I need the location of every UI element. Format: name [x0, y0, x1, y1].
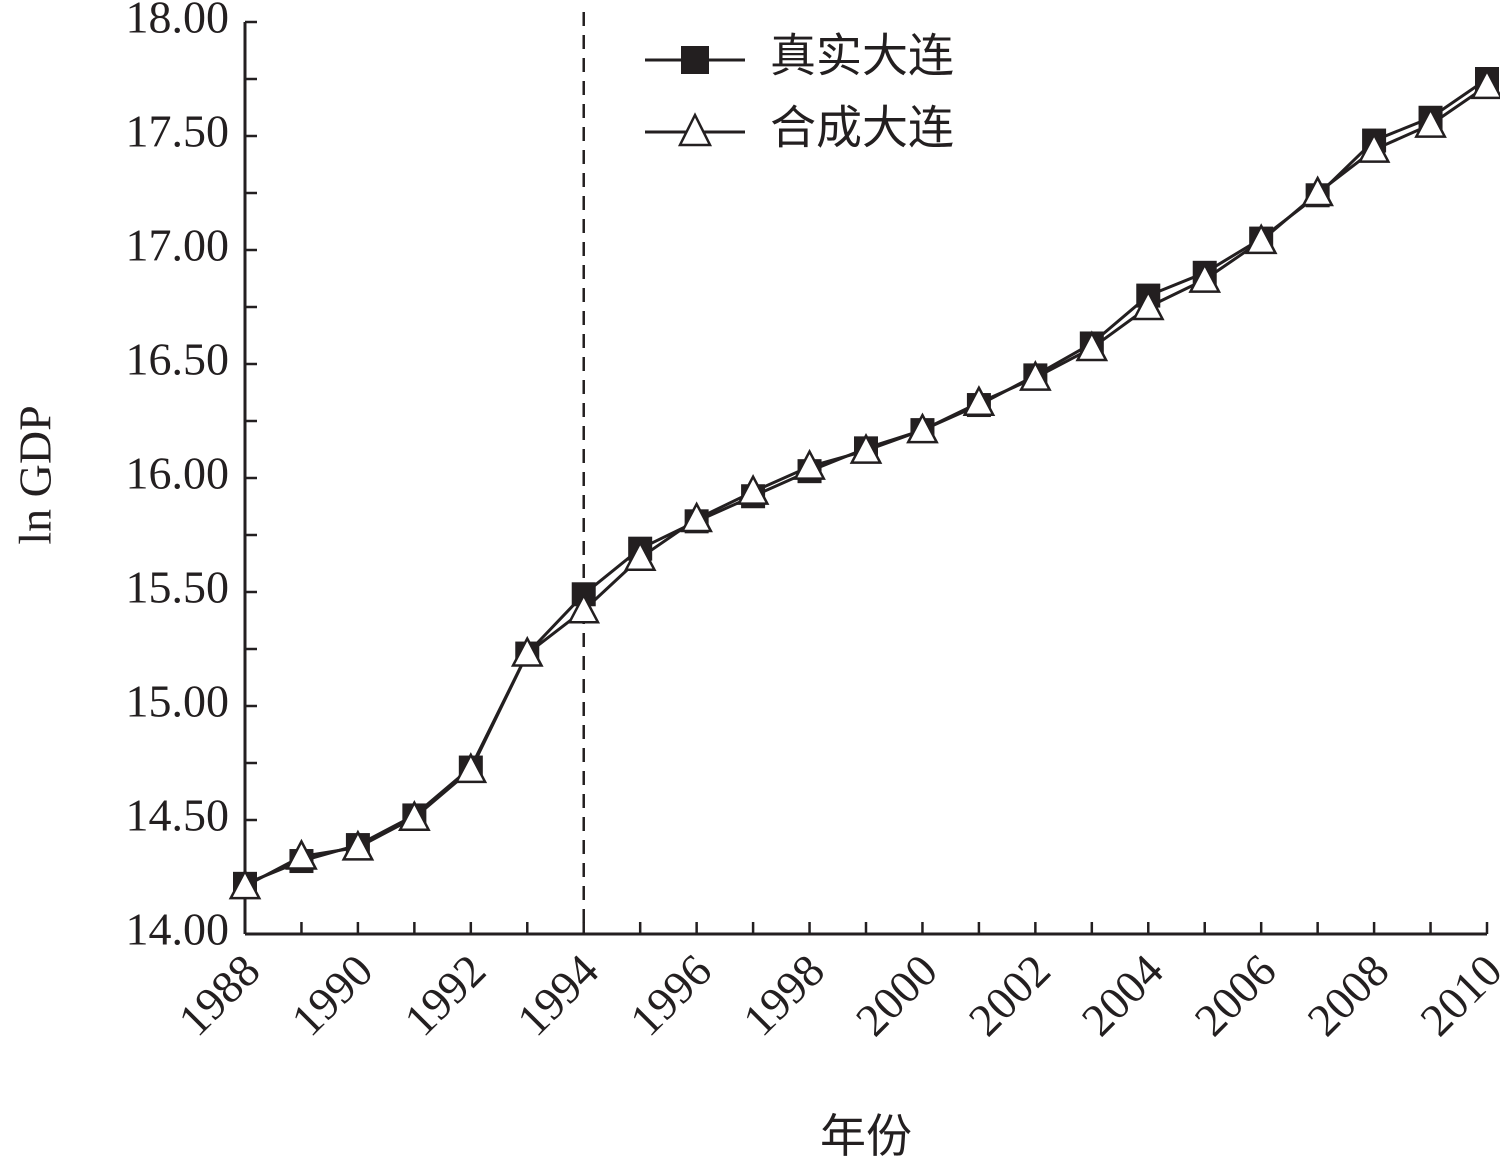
x-tick-label: 2006	[1185, 944, 1286, 1045]
x-tick-label: 2008	[1298, 944, 1399, 1045]
x-tick-label: 1992	[394, 944, 495, 1045]
data-point-triangle	[1131, 289, 1165, 321]
data-point-triangle	[906, 412, 939, 444]
y-tick-label: 16.50	[126, 334, 230, 385]
data-point-triangle	[228, 868, 262, 900]
data-point-triangle	[849, 432, 883, 464]
data-point-triangle	[1301, 175, 1334, 207]
y-tick-label: 14.50	[126, 790, 230, 841]
legend-label-real: 真实大连	[770, 31, 954, 82]
axes	[243, 22, 1487, 936]
x-tick-label: 1988	[168, 944, 269, 1045]
y-tick-label: 14.00	[126, 904, 230, 955]
legend: 真实大连 合成大连	[645, 31, 954, 154]
data-point-triangle	[623, 540, 657, 572]
legend-marker-filled-square	[681, 46, 709, 74]
data-point-triangle	[285, 838, 318, 870]
data-point-triangle	[1188, 261, 1222, 293]
y-tick-label: 15.00	[126, 676, 230, 727]
x-axis-title: 年份	[820, 1111, 912, 1162]
data-point-triangle	[341, 829, 375, 861]
legend-label-synthetic: 合成大连	[770, 103, 954, 154]
x-tick-label: 1998	[733, 944, 834, 1045]
legend-marker-open-triangle	[677, 112, 713, 147]
series-layer	[228, 67, 1500, 900]
series-real	[244, 77, 1488, 886]
y-tick-label: 17.00	[126, 220, 230, 271]
data-point-triangle	[567, 592, 601, 624]
x-tick-label: 1990	[281, 944, 382, 1045]
y-tick-label: 17.50	[126, 106, 230, 157]
y-tick-label: 18.00	[126, 0, 230, 43]
data-point-triangle	[510, 635, 544, 667]
data-point-triangle	[1019, 360, 1052, 391]
x-axis-ticks: 1988 1990 1992 1994 1996 1998 2000 2002 2004 2006…	[168, 922, 1500, 1046]
x-tick-label: 2002	[959, 944, 1060, 1045]
data-point-triangle	[1470, 68, 1500, 100]
y-axis-title: ln GDP	[10, 405, 61, 544]
x-tick-label: 2010	[1410, 944, 1500, 1045]
data-point-triangle	[680, 501, 713, 533]
data-point-triangle	[398, 800, 431, 831]
data-point-triangle	[1357, 132, 1391, 163]
y-tick-label: 16.00	[126, 448, 230, 499]
series-markers-real	[233, 67, 1499, 896]
series-line	[244, 84, 1488, 888]
x-tick-label: 1996	[620, 944, 721, 1045]
data-point-triangle	[1244, 223, 1278, 255]
y-tick-label: 15.50	[126, 562, 230, 613]
x-tick-label: 2000	[846, 944, 947, 1045]
x-tick-label: 1994	[507, 944, 608, 1045]
data-point-triangle	[454, 752, 488, 784]
series-markers-synthetic	[228, 68, 1500, 900]
data-point-triangle	[1075, 330, 1109, 362]
data-point-triangle	[962, 385, 996, 417]
data-point-triangle	[793, 448, 826, 480]
x-tick-label: 2004	[1072, 944, 1173, 1045]
data-point-triangle	[1414, 106, 1447, 138]
series-line	[244, 77, 1488, 886]
data-point-triangle	[736, 474, 770, 505]
series-synthetic	[244, 84, 1488, 888]
y-axis-ticks: 14.00 14.50 15.00 15.50 16.00 16.50 17.00 17.50…	[126, 0, 257, 955]
